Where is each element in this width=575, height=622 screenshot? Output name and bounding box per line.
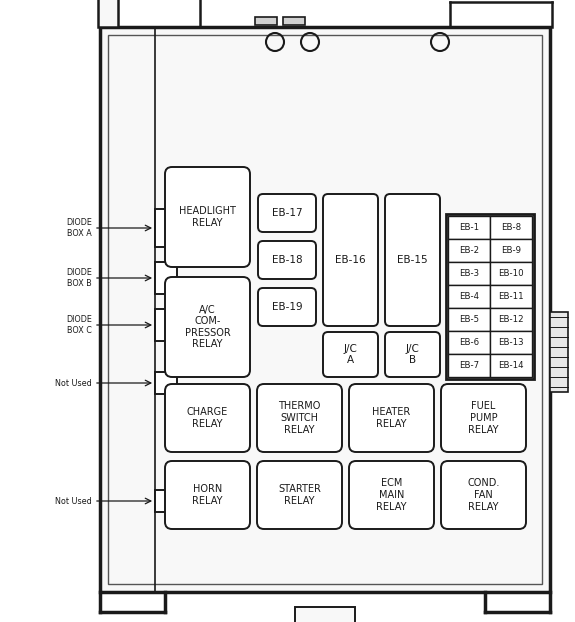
Text: FUEL
PUMP
RELAY: FUEL PUMP RELAY: [468, 401, 499, 435]
Bar: [295, 607, 355, 622]
FancyBboxPatch shape: [257, 461, 342, 529]
FancyBboxPatch shape: [165, 167, 250, 267]
Bar: [448, 239, 490, 262]
Text: EB-2: EB-2: [459, 246, 479, 255]
Bar: [446, 214, 534, 379]
Text: STARTER
RELAY: STARTER RELAY: [278, 484, 321, 506]
FancyBboxPatch shape: [349, 384, 434, 452]
Text: EB-16: EB-16: [335, 255, 366, 265]
FancyBboxPatch shape: [385, 332, 440, 377]
Text: EB-8: EB-8: [501, 223, 521, 232]
Text: A/C
COM-
PRESSOR
RELAY: A/C COM- PRESSOR RELAY: [185, 305, 231, 350]
Text: EB-7: EB-7: [459, 361, 479, 370]
Text: EB-17: EB-17: [272, 208, 302, 218]
FancyBboxPatch shape: [258, 288, 316, 326]
Text: THERMO
SWITCH
RELAY: THERMO SWITCH RELAY: [278, 401, 321, 435]
FancyBboxPatch shape: [165, 384, 250, 452]
Text: EB-14: EB-14: [498, 361, 524, 370]
Bar: [490, 216, 532, 239]
Text: EB-15: EB-15: [397, 255, 428, 265]
Text: EB-10: EB-10: [498, 269, 524, 278]
Bar: [98, 0, 118, 27]
Text: DIODE
BOX B: DIODE BOX B: [66, 268, 92, 288]
Text: EB-11: EB-11: [498, 292, 524, 301]
FancyBboxPatch shape: [258, 241, 316, 279]
Bar: [550, 312, 568, 392]
Bar: [490, 285, 532, 308]
Bar: [448, 331, 490, 354]
Text: EB-19: EB-19: [272, 302, 302, 312]
Bar: [490, 239, 532, 262]
FancyBboxPatch shape: [385, 194, 440, 326]
Bar: [100, 27, 550, 592]
Text: EB-12: EB-12: [498, 315, 524, 324]
FancyBboxPatch shape: [323, 194, 378, 326]
Text: EB-18: EB-18: [272, 255, 302, 265]
Text: ECM
MAIN
RELAY: ECM MAIN RELAY: [376, 478, 407, 512]
FancyBboxPatch shape: [349, 461, 434, 529]
Text: DIODE
BOX A: DIODE BOX A: [66, 218, 92, 238]
Text: J/C
A: J/C A: [344, 344, 358, 365]
Bar: [448, 262, 490, 285]
Bar: [448, 354, 490, 377]
Bar: [283, 17, 305, 25]
Bar: [155, 490, 177, 512]
Bar: [490, 354, 532, 377]
Text: J/C
B: J/C B: [405, 344, 419, 365]
Text: EB-9: EB-9: [501, 246, 521, 255]
Text: EB-6: EB-6: [459, 338, 479, 347]
Bar: [155, 372, 177, 394]
Bar: [448, 308, 490, 331]
FancyBboxPatch shape: [441, 384, 526, 452]
Text: Not Used: Not Used: [55, 496, 92, 506]
Bar: [155, 209, 177, 247]
FancyBboxPatch shape: [323, 332, 378, 377]
Text: Not Used: Not Used: [55, 379, 92, 388]
Text: EB-1: EB-1: [459, 223, 479, 232]
Bar: [448, 285, 490, 308]
Bar: [490, 331, 532, 354]
Bar: [155, 309, 177, 341]
Bar: [155, 262, 177, 294]
FancyBboxPatch shape: [257, 384, 342, 452]
Text: COND.
FAN
RELAY: COND. FAN RELAY: [467, 478, 500, 512]
Bar: [490, 308, 532, 331]
Text: HEADLIGHT
RELAY: HEADLIGHT RELAY: [179, 207, 236, 228]
Bar: [490, 262, 532, 285]
FancyBboxPatch shape: [441, 461, 526, 529]
FancyBboxPatch shape: [165, 277, 250, 377]
FancyBboxPatch shape: [165, 461, 250, 529]
Bar: [108, 35, 542, 584]
Text: HORN
RELAY: HORN RELAY: [192, 484, 223, 506]
Bar: [448, 216, 490, 239]
Text: HEATER
RELAY: HEATER RELAY: [373, 407, 411, 429]
Text: EB-3: EB-3: [459, 269, 479, 278]
Text: CHARGE
RELAY: CHARGE RELAY: [187, 407, 228, 429]
Text: EB-13: EB-13: [498, 338, 524, 347]
Text: DIODE
BOX C: DIODE BOX C: [66, 315, 92, 335]
Text: EB-4: EB-4: [459, 292, 479, 301]
FancyBboxPatch shape: [258, 194, 316, 232]
Bar: [255, 17, 277, 25]
Text: EB-5: EB-5: [459, 315, 479, 324]
